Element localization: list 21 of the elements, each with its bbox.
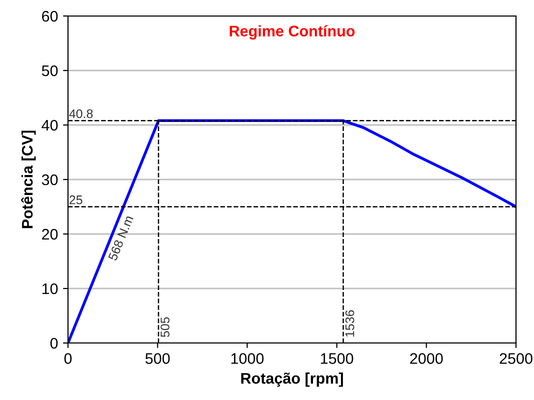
x-tick-label: 1500	[320, 353, 354, 364]
y-tick-label: 0	[50, 338, 58, 349]
ref-line-label: 40.8	[69, 109, 93, 118]
x-tick-label: 2000	[410, 353, 443, 364]
x-tick-label: 2500	[500, 353, 532, 364]
annotation: 568 N.m	[108, 215, 134, 262]
y-tick-label: 30	[42, 174, 58, 186]
y-tick-label: 10	[42, 283, 58, 294]
y-axis-title: Potência [CV]	[21, 130, 36, 228]
y-tick-label: 50	[42, 65, 58, 76]
y-tick-label: 20	[42, 228, 58, 240]
x-tick-label: 500	[145, 353, 170, 364]
text: Regime Contínuo	[230, 25, 355, 40]
ref-line-label: 1536	[345, 310, 354, 337]
x-axis-title: Rotação [rpm]	[241, 372, 343, 387]
x-tick-label: 0	[64, 353, 72, 364]
x-tick-label: 1000	[231, 353, 264, 364]
y-tick-label: 60	[42, 10, 58, 22]
y-tick-label: 40	[42, 120, 58, 131]
ref-line-label: 25	[70, 195, 82, 204]
ref-line-label: 505	[160, 317, 170, 338]
